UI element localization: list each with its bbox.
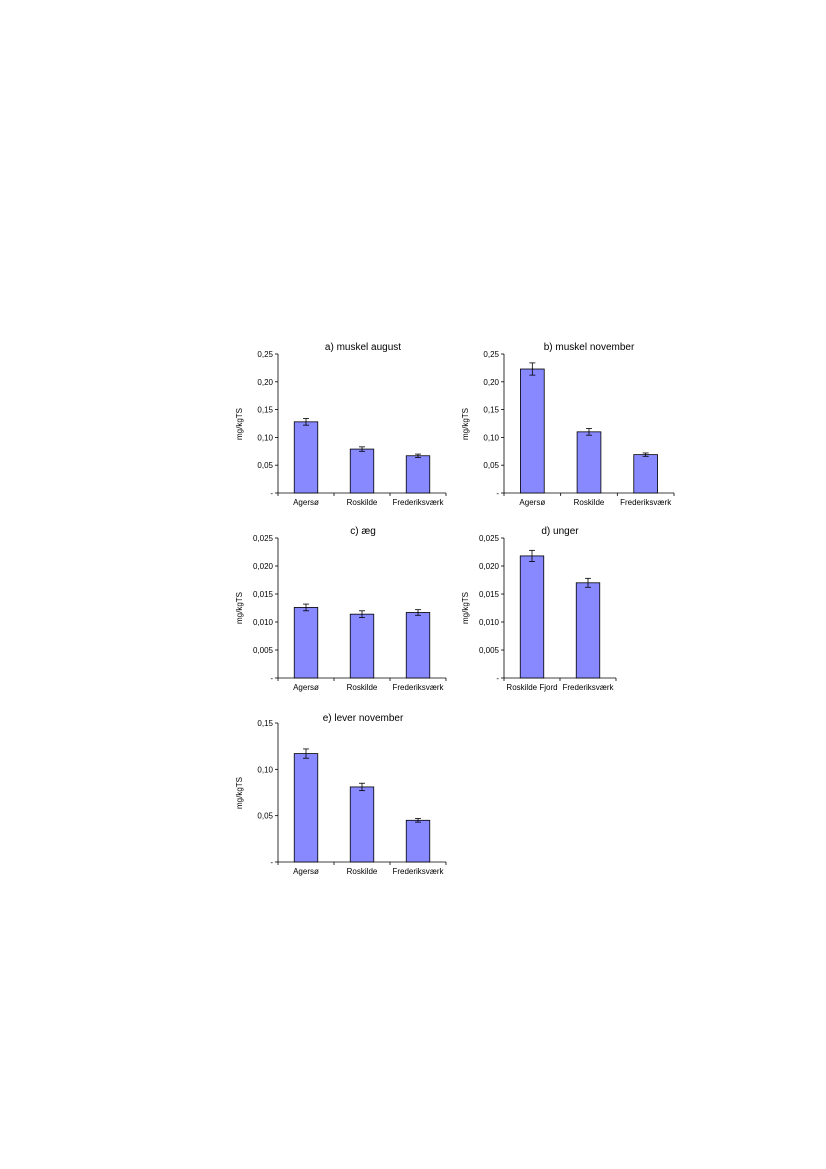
x-tick-label: Frederiksværk	[392, 867, 444, 876]
y-tick-label: -	[270, 858, 273, 867]
y-tick-label: 0,05	[483, 461, 499, 470]
chart-b-muskel-november: b) muskel november mg/kgTS - 0,05 0,10 0,15…	[461, 342, 675, 507]
bar-roskilde	[349, 786, 375, 863]
y-tick-label: 0,020	[253, 562, 274, 571]
y-axis-label: mg/kgTS	[235, 592, 244, 624]
x-tick-label: Frederiksværk	[620, 498, 672, 507]
y-tick-label: 0,10	[257, 765, 273, 774]
bar-frederiksværk	[405, 455, 431, 494]
bar-agersø	[520, 368, 545, 494]
y-axis-label: mg/kgTS	[461, 408, 470, 440]
x-tick-label: Roskilde	[347, 498, 378, 507]
chart-e-lever-november: e) lever november mg/kgTS - 0,05 0,10 0,15 A…	[235, 713, 447, 876]
x-tick-label: Agersø	[293, 683, 319, 692]
bar-frederiksværk	[405, 819, 431, 863]
chart-title: a) muskel august	[325, 342, 401, 353]
y-tick-label: 0,25	[257, 350, 273, 359]
bar-frederiksværk	[575, 582, 601, 679]
chart-title: e) lever november	[323, 713, 404, 724]
chart-a-muskel-august: a) muskel august mg/kgTS - 0,05 0,10 0,15 0,…	[235, 342, 447, 507]
y-tick-label: 0,15	[483, 406, 499, 415]
chart-title: d) unger	[541, 526, 579, 537]
y-tick-label: -	[270, 674, 273, 683]
bar-roskilde	[576, 431, 602, 494]
y-axis-label: mg/kgTS	[235, 777, 244, 809]
y-tick-label: 0,15	[257, 406, 273, 415]
chart-title: c) æg	[350, 526, 376, 537]
x-tick-label: Agersø	[293, 498, 319, 507]
x-tick-label: Agersø	[293, 867, 319, 876]
y-axis-label: mg/kgTS	[235, 408, 244, 440]
y-tick-label: 0,05	[257, 812, 273, 821]
bar-roskilde	[349, 613, 375, 679]
bar-frederiksværk	[405, 612, 431, 679]
y-tick-label: 0,025	[253, 534, 274, 543]
y-tick-label: -	[496, 674, 499, 683]
x-tick-label: Roskilde	[347, 683, 378, 692]
y-tick-label: 0,05	[257, 461, 273, 470]
y-tick-label: 0,020	[479, 562, 500, 571]
y-tick-label: 0,20	[483, 378, 499, 387]
x-tick-label: Roskilde	[347, 867, 378, 876]
y-tick-label: 0,010	[479, 618, 500, 627]
x-tick-label: Frederiksværk	[562, 683, 614, 692]
bar-agersø	[293, 607, 319, 679]
y-tick-label: 0,015	[479, 590, 500, 599]
bar-agersø	[293, 421, 319, 494]
y-tick-label: 0,10	[483, 433, 499, 442]
chart-d-unger: d) unger mg/kgTS - 0,005 0,010 0,015 0,020 0,…	[461, 526, 617, 692]
y-tick-label: 0,15	[257, 719, 273, 728]
y-tick-label: 0,005	[479, 646, 500, 655]
y-tick-label: 0,005	[253, 646, 274, 655]
x-tick-label: Frederiksværk	[392, 683, 444, 692]
y-tick-label: 0,10	[257, 433, 273, 442]
x-tick-label: Roskilde Fjord	[506, 683, 557, 692]
y-axis-label: mg/kgTS	[461, 592, 470, 624]
bar-roskilde-fjord	[519, 555, 545, 679]
y-tick-label: 0,015	[253, 590, 274, 599]
y-tick-label: 0,010	[253, 618, 274, 627]
chart-title: b) muskel november	[544, 342, 635, 353]
y-tick-label: 0,20	[257, 378, 273, 387]
x-tick-label: Roskilde	[574, 498, 605, 507]
chart-c-aeg: c) æg mg/kgTS - 0,005 0,010 0,015 0,020 0,025…	[235, 526, 447, 692]
bar-frederiksværk	[633, 454, 658, 494]
x-tick-label: Frederiksværk	[392, 498, 444, 507]
x-tick-label: Agersø	[519, 498, 545, 507]
y-tick-label: -	[496, 489, 499, 498]
bar-roskilde	[349, 448, 375, 494]
bar-agersø	[293, 753, 319, 863]
y-tick-label: -	[270, 489, 273, 498]
y-tick-label: 0,25	[483, 350, 499, 359]
y-tick-label: 0,025	[479, 534, 500, 543]
